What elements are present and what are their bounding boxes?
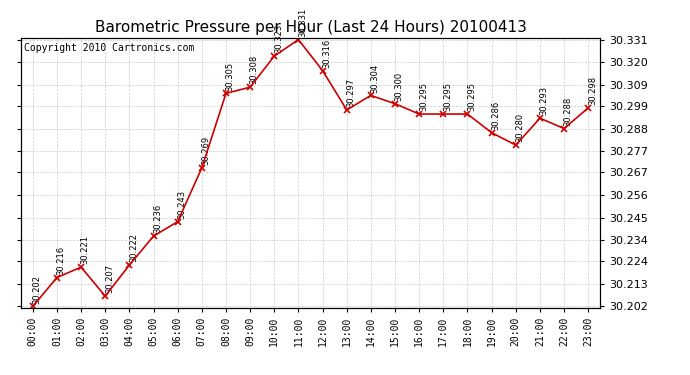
Text: 30.221: 30.221 (81, 236, 90, 264)
Text: 30.323: 30.323 (274, 24, 283, 53)
Text: 30.288: 30.288 (564, 96, 573, 126)
Text: 30.295: 30.295 (443, 82, 452, 111)
Text: 30.308: 30.308 (250, 55, 259, 84)
Text: 30.202: 30.202 (32, 275, 41, 304)
Text: 30.304: 30.304 (371, 63, 380, 93)
Text: 30.293: 30.293 (540, 86, 549, 116)
Text: 30.297: 30.297 (346, 78, 355, 107)
Text: 30.300: 30.300 (395, 72, 404, 101)
Text: 30.280: 30.280 (515, 113, 524, 142)
Title: Barometric Pressure per Hour (Last 24 Hours) 20100413: Barometric Pressure per Hour (Last 24 Ho… (95, 20, 526, 35)
Text: 30.295: 30.295 (419, 82, 428, 111)
Text: 30.222: 30.222 (129, 233, 138, 262)
Text: 30.236: 30.236 (153, 204, 162, 233)
Text: 30.305: 30.305 (226, 62, 235, 91)
Text: 30.216: 30.216 (57, 246, 66, 275)
Text: 30.286: 30.286 (491, 100, 500, 130)
Text: 30.316: 30.316 (322, 39, 331, 68)
Text: 30.269: 30.269 (201, 136, 210, 165)
Text: 30.295: 30.295 (467, 82, 476, 111)
Text: 30.243: 30.243 (177, 190, 186, 219)
Text: 30.298: 30.298 (588, 76, 597, 105)
Text: 30.207: 30.207 (105, 264, 114, 293)
Text: Copyright 2010 Cartronics.com: Copyright 2010 Cartronics.com (23, 43, 194, 53)
Text: 30.331: 30.331 (298, 8, 307, 37)
